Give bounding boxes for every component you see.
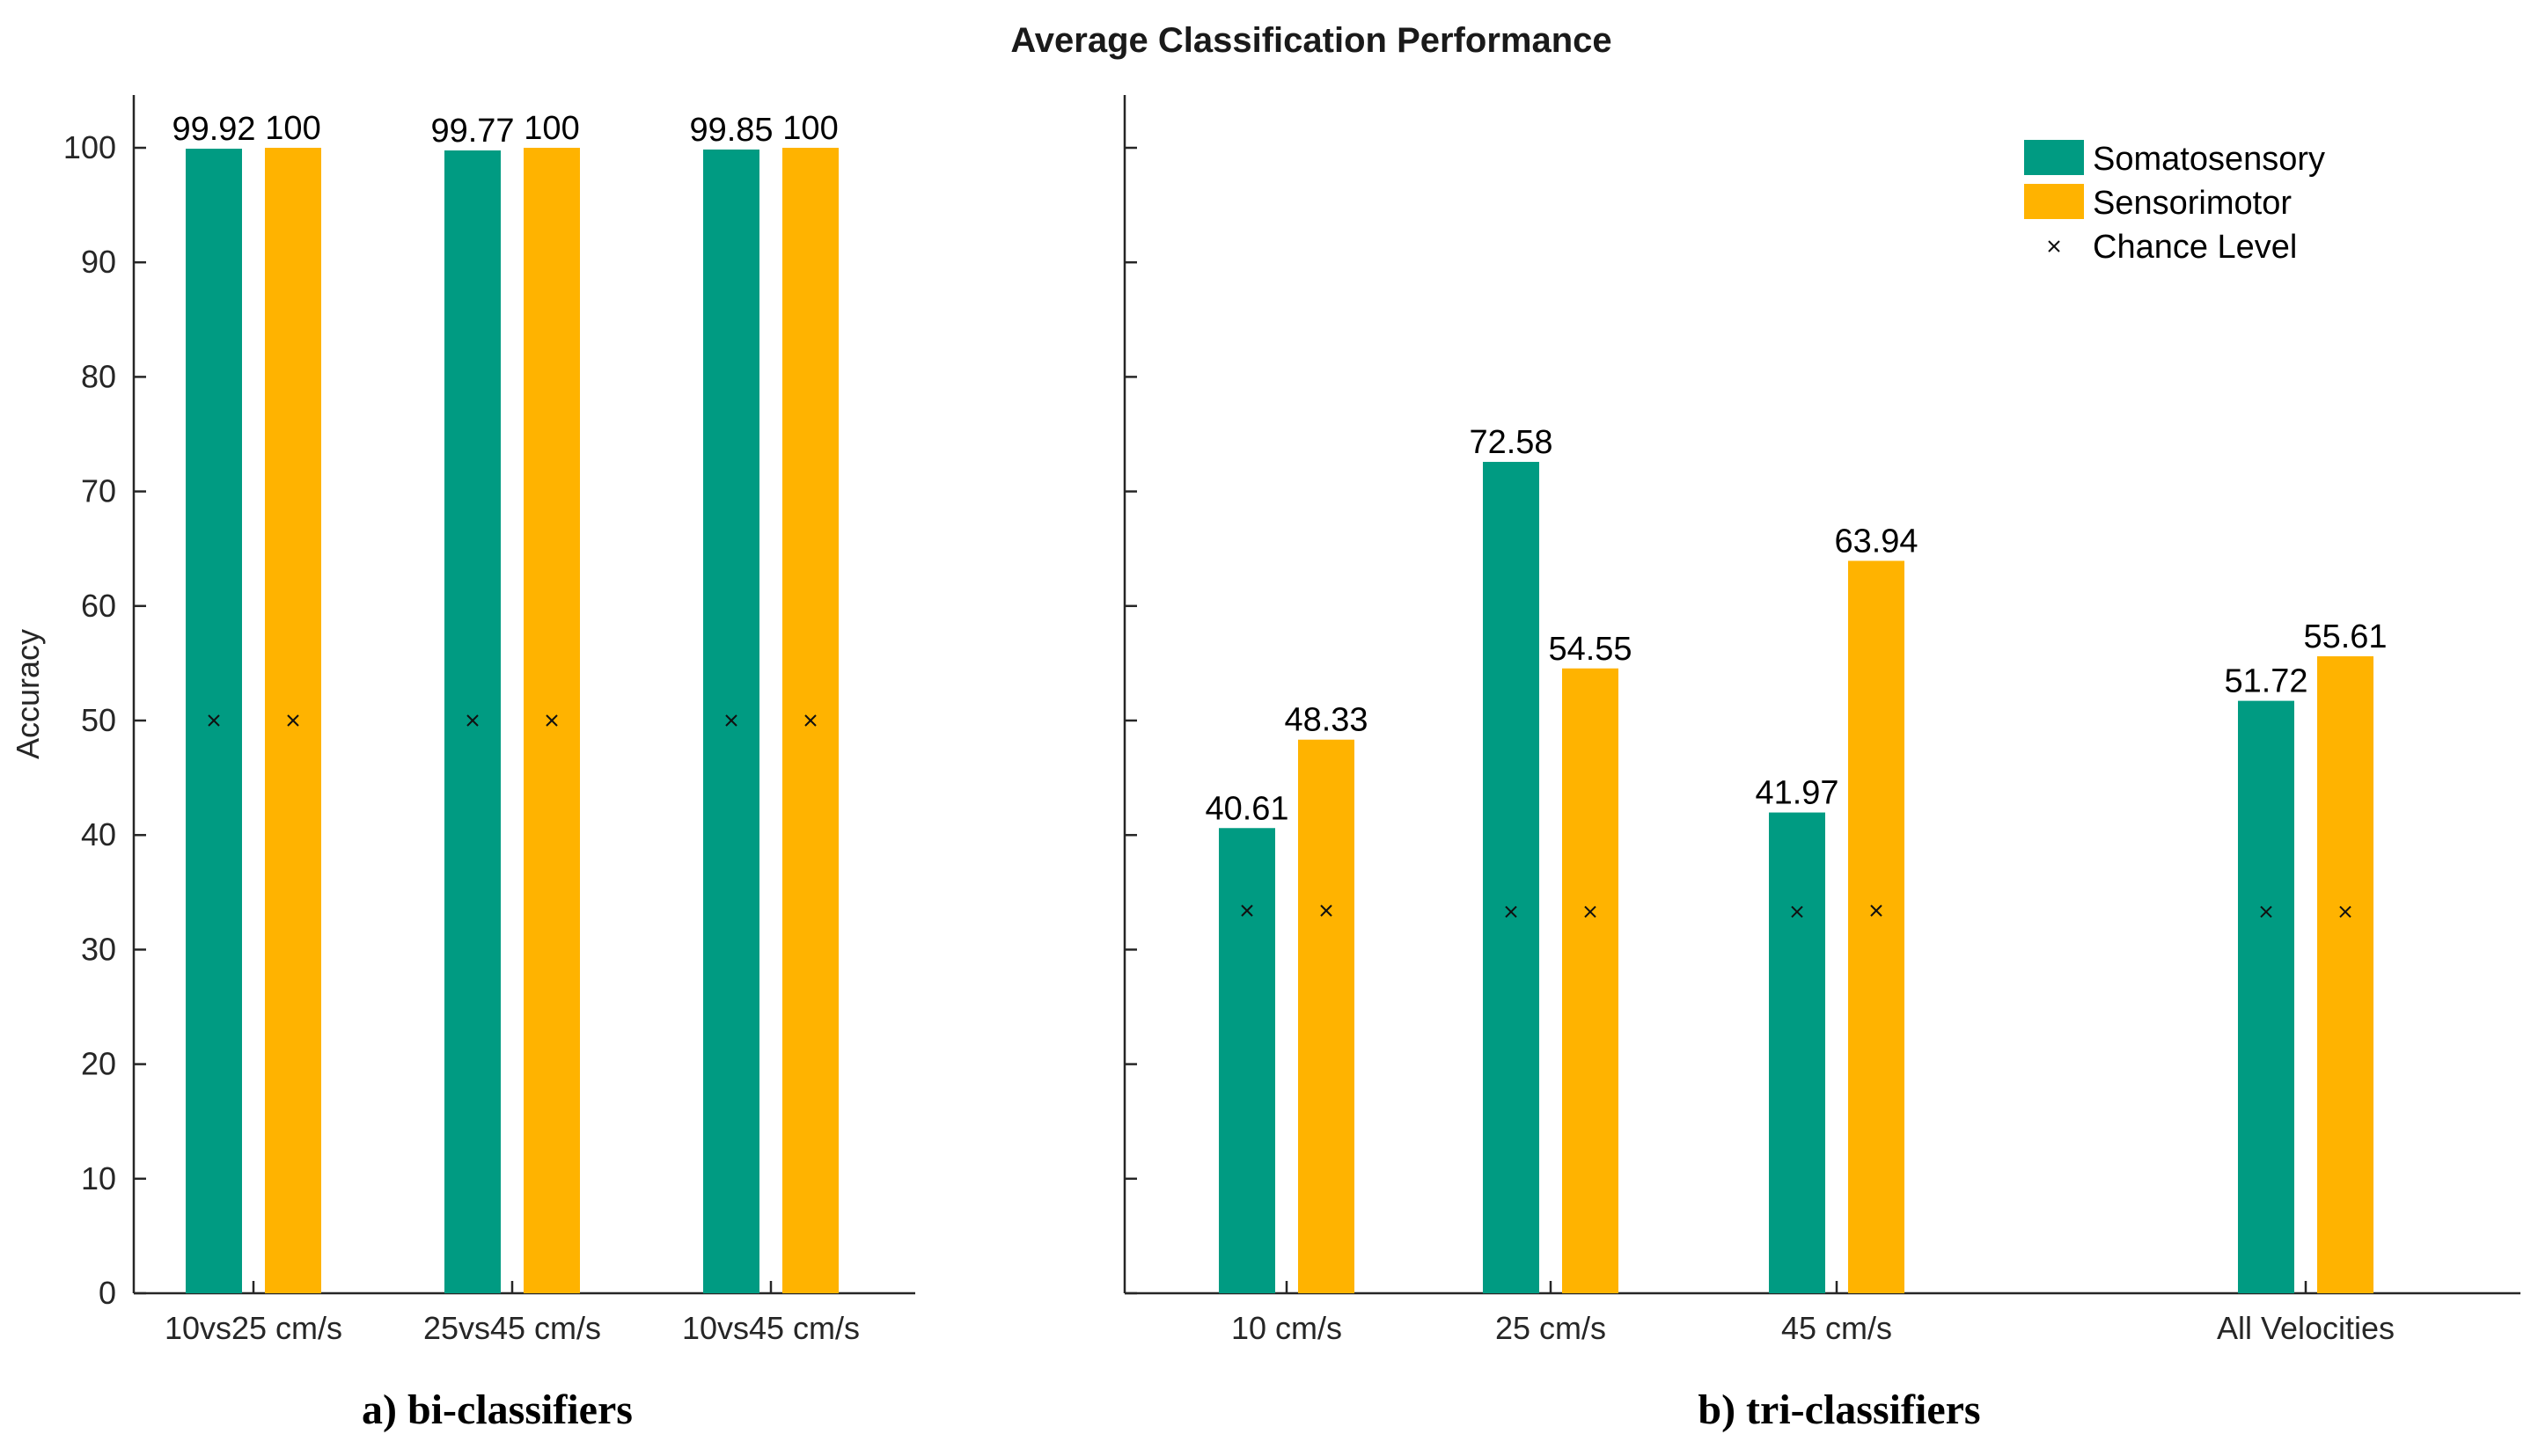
chance-marker-stroke xyxy=(1870,904,1882,917)
chance-marker-somatosensory-10vs45-cm-s xyxy=(725,714,737,727)
chance-marker-sensorimotor-10vs45-cm-s xyxy=(804,714,817,727)
y-tick-label: 50 xyxy=(81,702,116,738)
data-label-somatosensory-25vs45-cm-s: 99.77 xyxy=(430,113,514,150)
data-label-sensorimotor-10vs45-cm-s: 100 xyxy=(782,110,838,147)
data-label-sensorimotor-10vs25-cm-s: 100 xyxy=(265,110,320,147)
chance-marker-sensorimotor-25-cm-s xyxy=(1584,905,1596,918)
y-tick-label: 0 xyxy=(99,1275,116,1311)
chance-marker-sensorimotor-45-cm-s xyxy=(1870,904,1882,917)
bar-somatosensory-25-cm-s xyxy=(1483,462,1539,1293)
chance-marker-stroke xyxy=(2260,905,2272,918)
bar-somatosensory-25vs45-cm-s xyxy=(444,150,501,1293)
chance-marker-somatosensory-10vs25-cm-s xyxy=(208,714,220,727)
y-tick-label: 80 xyxy=(81,358,116,394)
bar-sensorimotor-10-cm-s xyxy=(1298,739,1354,1293)
data-label-somatosensory-all-velocities: 51.72 xyxy=(2224,663,2307,700)
y-tick-label: 40 xyxy=(81,816,116,852)
panel-tri-classifiers: 10 cm/s 40.61 48.33 25 cm/s 72.58 54.55 45 cm/… xyxy=(1123,95,2520,1346)
x-tick-label-10vs25-cm-s: 10vs25 cm/s xyxy=(165,1310,342,1346)
data-label-somatosensory-25-cm-s: 72.58 xyxy=(1469,424,1552,461)
y-tick-label: 60 xyxy=(81,588,116,624)
legend-swatch-chance-level xyxy=(2048,240,2060,252)
legend-label-sensorimotor: Sensorimotor xyxy=(2093,185,2292,222)
chance-marker-stroke xyxy=(546,714,558,727)
y-axis-label: Accuracy xyxy=(10,629,46,759)
panel-bi-classifiers: 0 10 20 30 40 50 60 70 80 90 100 Accuracy 10vs25 cm/… xyxy=(10,95,915,1346)
chance-marker-sensorimotor-10-cm-s xyxy=(1320,904,1332,917)
x-tick-label-25vs45-cm-s: 25vs45 cm/s xyxy=(423,1310,601,1346)
chance-marker-sensorimotor-25vs45-cm-s xyxy=(546,714,558,727)
bar-sensorimotor-all-velocities xyxy=(2317,655,2373,1293)
bar-somatosensory-45-cm-s xyxy=(1769,812,1825,1293)
data-label-sensorimotor-25vs45-cm-s: 100 xyxy=(524,110,579,147)
x-tick-label-25-cm-s: 25 cm/s xyxy=(1495,1310,1606,1346)
legend-swatch-somatosensory xyxy=(2024,140,2084,175)
bar-sensorimotor-25-cm-s xyxy=(1562,668,1618,1293)
chance-marker-somatosensory-25-cm-s xyxy=(1505,905,1517,918)
legend-label-somatosensory: Somatosensory xyxy=(2093,141,2325,178)
y-tick-label: 10 xyxy=(81,1160,116,1196)
chance-marker-stroke xyxy=(208,714,220,727)
chance-marker-somatosensory-all-velocities xyxy=(2260,905,2272,918)
legend-marker-stroke xyxy=(2048,240,2060,252)
x-tick-label-45-cm-s: 45 cm/s xyxy=(1781,1310,1892,1346)
bar-somatosensory-all-velocities xyxy=(2238,700,2294,1293)
data-label-sensorimotor-45-cm-s: 63.94 xyxy=(1834,523,1918,560)
y-tick-label: 90 xyxy=(81,244,116,280)
chance-marker-sensorimotor-all-velocities xyxy=(2339,905,2351,918)
legend: Somatosensory Sensorimotor Chance Level xyxy=(2024,140,2325,266)
chance-marker-sensorimotor-10vs25-cm-s xyxy=(287,714,299,727)
chance-marker-stroke xyxy=(1505,905,1517,918)
y-tick-label: 100 xyxy=(63,129,116,165)
data-label-somatosensory-45-cm-s: 41.97 xyxy=(1755,775,1838,812)
chance-marker-somatosensory-45-cm-s xyxy=(1791,905,1803,918)
bar-somatosensory-10-cm-s xyxy=(1219,828,1275,1293)
caption-bi-classifiers: a) bi-classifiers xyxy=(362,1386,633,1433)
chance-marker-stroke xyxy=(804,714,817,727)
data-label-somatosensory-10-cm-s: 40.61 xyxy=(1205,790,1288,827)
x-tick-label-all-velocities: All Velocities xyxy=(2217,1310,2395,1346)
chance-marker-stroke xyxy=(725,714,737,727)
chance-marker-stroke xyxy=(287,714,299,727)
data-label-sensorimotor-10-cm-s: 48.33 xyxy=(1284,702,1368,739)
data-label-sensorimotor-all-velocities: 55.61 xyxy=(2303,618,2387,655)
x-tick-label-10vs45-cm-s: 10vs45 cm/s xyxy=(682,1310,860,1346)
chance-marker-stroke xyxy=(1584,905,1596,918)
legend-label-chance-level: Chance Level xyxy=(2093,229,2297,266)
y-tick-label: 70 xyxy=(81,473,116,509)
chance-marker-somatosensory-10-cm-s xyxy=(1241,904,1253,917)
chance-marker-stroke xyxy=(1791,905,1803,918)
legend-swatch-sensorimotor xyxy=(2024,184,2084,219)
bar-sensorimotor-45-cm-s xyxy=(1848,560,1904,1293)
chance-marker-stroke xyxy=(2339,905,2351,918)
y-tick-label: 20 xyxy=(81,1046,116,1082)
x-tick-label-10-cm-s: 10 cm/s xyxy=(1231,1310,1342,1346)
data-label-sensorimotor-25-cm-s: 54.55 xyxy=(1548,631,1632,668)
chance-marker-stroke xyxy=(1320,904,1332,917)
chance-marker-stroke xyxy=(466,714,479,727)
caption-tri-classifiers: b) tri-classifiers xyxy=(1698,1386,1980,1433)
chance-marker-somatosensory-25vs45-cm-s xyxy=(466,714,479,727)
chart-title: Average Classification Performance xyxy=(1010,21,1611,60)
data-label-somatosensory-10vs45-cm-s: 99.85 xyxy=(689,112,773,149)
y-tick-label: 30 xyxy=(81,931,116,967)
chance-marker-stroke xyxy=(1241,904,1253,917)
data-label-somatosensory-10vs25-cm-s: 99.92 xyxy=(172,111,255,148)
